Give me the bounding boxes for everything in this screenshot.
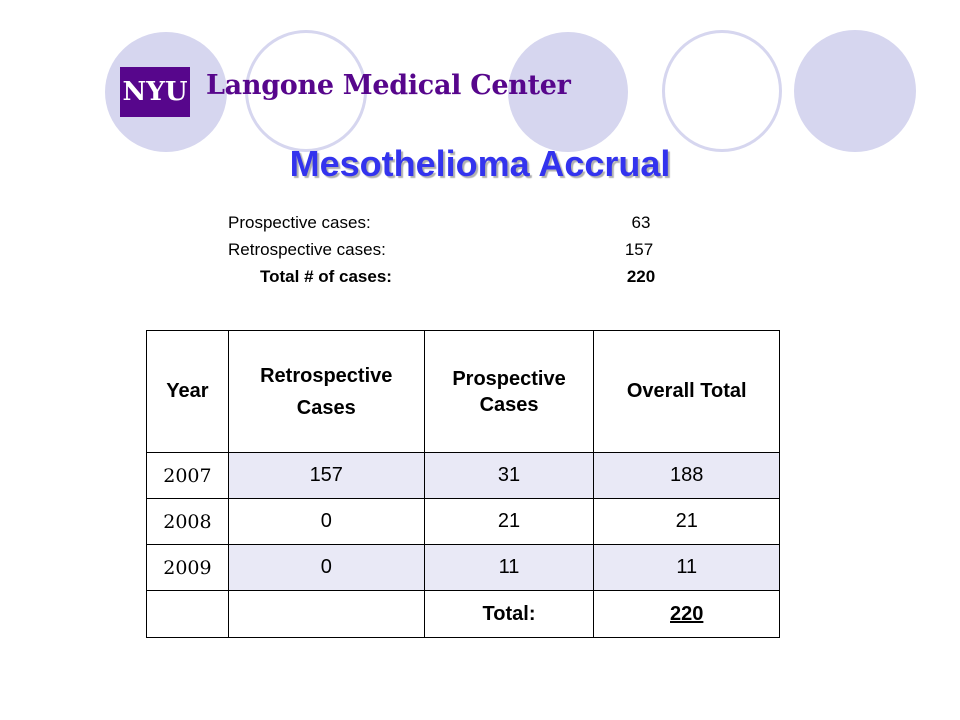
total-value-cell: 220 — [593, 590, 780, 638]
summary-value: 63 — [631, 213, 651, 232]
cell-prospective: 11 — [423, 544, 595, 591]
summary-value: 220 — [626, 267, 656, 286]
header-retro-line1: Retrospective — [260, 364, 393, 387]
case-summary: Prospective cases: 63 Retrospective case… — [228, 213, 668, 294]
cell-year: 2008 — [146, 498, 229, 545]
cell-overall-total: 188 — [593, 452, 780, 499]
summary-row-retrospective: Retrospective cases: 157 — [228, 240, 668, 267]
summary-row-prospective: Prospective cases: 63 — [228, 213, 668, 240]
table-row: 2008 0 21 21 — [146, 498, 780, 545]
cell-year: 2009 — [146, 544, 229, 591]
table-row: 2007 157 31 188 — [146, 452, 780, 499]
cell-empty — [227, 590, 425, 638]
cell-prospective: 21 — [423, 498, 595, 545]
langone-logo-name: Langone Medical Center — [206, 70, 571, 101]
total-value: 220 — [670, 602, 704, 625]
decorative-ring-2 — [245, 30, 367, 152]
nyu-logo-badge: NYU — [120, 67, 190, 117]
header-retrospective: Retrospective Cases — [227, 330, 425, 453]
summary-row-total: Total # of cases: 220 — [228, 267, 668, 294]
table-row: 2009 0 11 11 — [146, 544, 780, 591]
header-retro-line2: Cases — [296, 396, 356, 419]
header-prosp-line1: Prospective — [452, 367, 566, 390]
table-header-row: Year Retrospective Cases Prospective Cas… — [146, 330, 780, 453]
cell-retrospective: 157 — [227, 452, 425, 499]
accrual-table: Year Retrospective Cases Prospective Cas… — [146, 330, 780, 638]
cell-overall-total: 11 — [593, 544, 780, 591]
header-overall-total: Overall Total — [593, 330, 780, 453]
header-prosp-line2: Cases — [479, 393, 539, 416]
summary-label: Prospective cases: — [228, 213, 371, 232]
nyu-logo-text: NYU — [122, 77, 188, 107]
decorative-circle-5 — [794, 30, 916, 152]
header-year: Year — [146, 330, 229, 453]
cell-prospective: 31 — [423, 452, 595, 499]
cell-overall-total: 21 — [593, 498, 780, 545]
page-title: Mesothelioma Accrual — [289, 143, 671, 184]
summary-value: 157 — [624, 240, 654, 259]
cell-retrospective: 0 — [227, 498, 425, 545]
decorative-circle-3 — [508, 32, 628, 152]
cell-retrospective: 0 — [227, 544, 425, 591]
cell-year: 2007 — [146, 452, 229, 499]
cell-empty — [146, 590, 229, 638]
decorative-ring-4 — [662, 30, 782, 152]
header-prospective: Prospective Cases — [423, 330, 595, 453]
table-total-row: Total: 220 — [146, 590, 780, 638]
summary-label: Total # of cases: — [260, 267, 392, 286]
total-label: Total: — [423, 590, 595, 638]
summary-label: Retrospective cases: — [228, 240, 386, 259]
